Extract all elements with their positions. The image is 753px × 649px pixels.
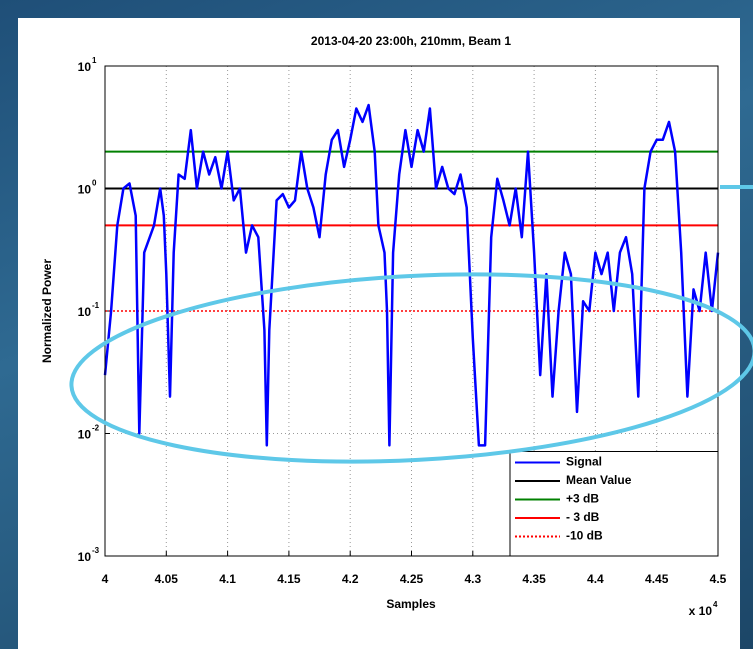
legend-label: +3 dB	[566, 492, 599, 506]
y-tick-label: 10	[78, 428, 92, 442]
x-axis-label: Samples	[386, 597, 436, 611]
y-tick-exponent: 1	[92, 56, 97, 65]
legend-label: Mean Value	[566, 473, 632, 487]
y-tick-label: 10	[78, 60, 92, 74]
x-tick-label: 4	[102, 572, 109, 586]
y-axis-label: Normalized Power	[40, 259, 54, 363]
x-tick-label: 4.1	[219, 572, 236, 586]
x-tick-label: 4.5	[710, 572, 727, 586]
legend-box	[509, 451, 719, 557]
x-multiplier: x 10	[689, 604, 713, 618]
y-tick-label: 10	[78, 305, 92, 319]
x-tick-label: 4.05	[155, 572, 179, 586]
legend-label: - 3 dB	[566, 510, 600, 524]
x-tick-label: 4.4	[587, 572, 604, 586]
x-tick-label: 4.35	[522, 572, 546, 586]
y-tick-label: 10	[78, 183, 92, 197]
x-tick-label: 4.3	[464, 572, 481, 586]
y-tick-exponent: -1	[92, 301, 100, 310]
y-tick-label: 10	[78, 550, 92, 564]
x-tick-label: 4.25	[400, 572, 424, 586]
x-tick-label: 4.45	[645, 572, 669, 586]
y-tick-exponent: 0	[92, 179, 97, 188]
highlight-ellipse	[69, 272, 753, 464]
x-tick-label: 4.15	[277, 572, 301, 586]
legend-label: Signal	[566, 455, 602, 469]
y-tick-exponent: -2	[92, 424, 100, 433]
x-multiplier-exponent: 4	[713, 600, 718, 609]
chart-title: 2013-04-20 23:00h, 210mm, Beam 1	[311, 34, 511, 48]
y-tick-exponent: -3	[92, 546, 100, 555]
x-tick-label: 4.2	[342, 572, 359, 586]
legend-label: -10 dB	[566, 529, 603, 543]
